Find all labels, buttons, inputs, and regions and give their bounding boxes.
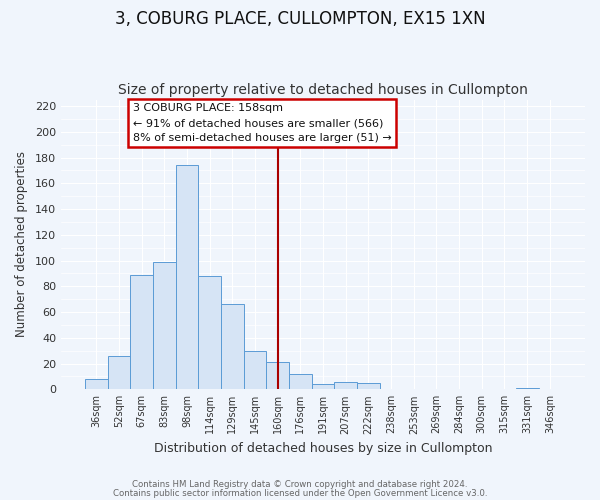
Y-axis label: Number of detached properties: Number of detached properties bbox=[15, 152, 28, 338]
Bar bbox=[221, 304, 244, 390]
Bar bbox=[357, 383, 380, 390]
Bar bbox=[516, 388, 539, 390]
Bar bbox=[130, 274, 153, 390]
Bar bbox=[176, 165, 198, 390]
Bar bbox=[244, 350, 266, 390]
Bar bbox=[107, 356, 130, 390]
Text: Contains HM Land Registry data © Crown copyright and database right 2024.: Contains HM Land Registry data © Crown c… bbox=[132, 480, 468, 489]
Bar bbox=[334, 382, 357, 390]
Title: Size of property relative to detached houses in Cullompton: Size of property relative to detached ho… bbox=[118, 83, 528, 97]
Bar bbox=[85, 379, 107, 390]
X-axis label: Distribution of detached houses by size in Cullompton: Distribution of detached houses by size … bbox=[154, 442, 492, 455]
Text: Contains public sector information licensed under the Open Government Licence v3: Contains public sector information licen… bbox=[113, 488, 487, 498]
Bar bbox=[198, 276, 221, 390]
Bar bbox=[153, 262, 176, 390]
Text: 3 COBURG PLACE: 158sqm
← 91% of detached houses are smaller (566)
8% of semi-det: 3 COBURG PLACE: 158sqm ← 91% of detached… bbox=[133, 104, 391, 143]
Bar bbox=[311, 384, 334, 390]
Text: 3, COBURG PLACE, CULLOMPTON, EX15 1XN: 3, COBURG PLACE, CULLOMPTON, EX15 1XN bbox=[115, 10, 485, 28]
Bar bbox=[266, 362, 289, 390]
Bar bbox=[289, 374, 311, 390]
